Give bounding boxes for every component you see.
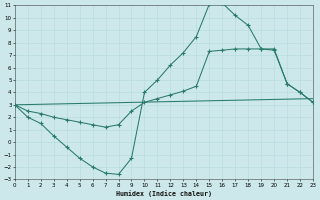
X-axis label: Humidex (Indice chaleur): Humidex (Indice chaleur) — [116, 190, 212, 197]
